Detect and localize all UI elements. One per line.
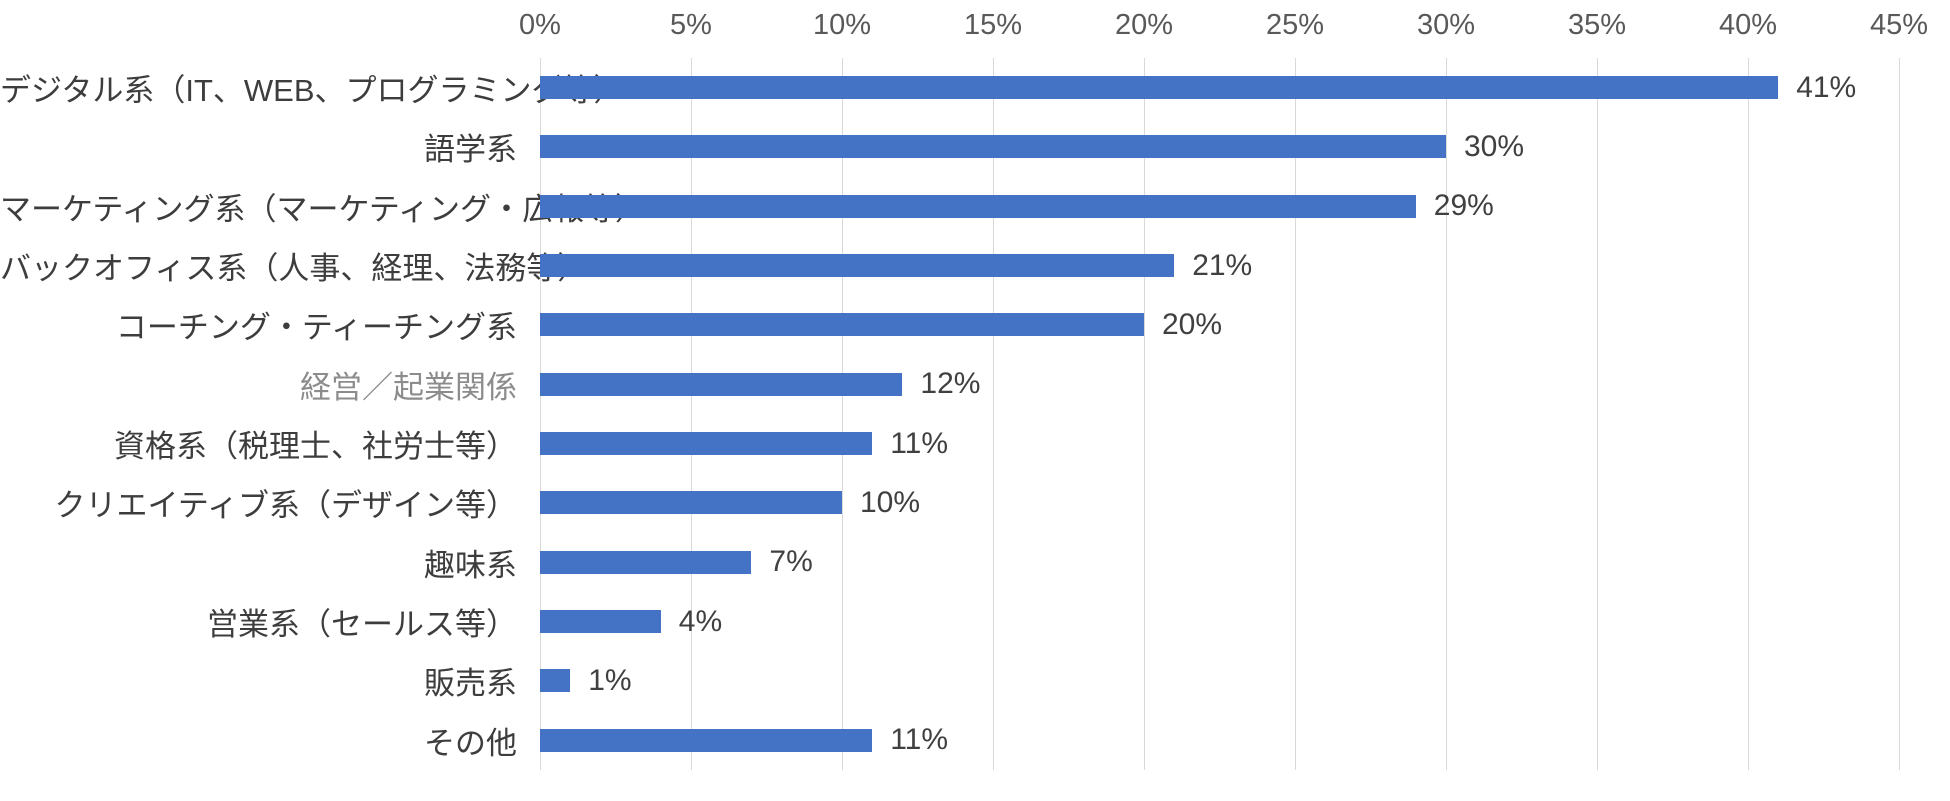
value-label: 12% <box>920 367 981 401</box>
category-label: 資格系（税理士、社労士等） <box>114 429 517 465</box>
x-axis: 0% 5% 10% 15% 20% 25% 30% 35% 40% 45% <box>519 0 1928 58</box>
bar <box>540 550 752 574</box>
bar-track: 30% <box>540 117 1899 176</box>
bar-track: 10% <box>540 473 1899 532</box>
gridline <box>1596 58 1598 770</box>
value-label: 1% <box>588 663 632 697</box>
bar-row: マーケティング系（マーケティング・広報等） 29% <box>0 177 1899 236</box>
bar-row: その他 11% <box>0 711 1899 770</box>
bar-row: 経営／起業関係 12% <box>0 355 1899 414</box>
bar-track: 29% <box>540 177 1899 236</box>
bar-row: デジタル系（IT、WEB、プログラミング等） 41% <box>0 58 1899 117</box>
axis-tick-label: 40% <box>1718 8 1778 41</box>
bar <box>540 135 1446 159</box>
bar <box>540 194 1416 218</box>
value-label: 7% <box>769 545 813 579</box>
value-label: 41% <box>1796 70 1857 104</box>
axis-tick-label: 15% <box>963 8 1023 41</box>
bar-track: 11% <box>540 414 1899 473</box>
axis-tick-label: 45% <box>1869 8 1929 41</box>
gridline <box>1898 58 1900 770</box>
category-label: デジタル系（IT、WEB、プログラミング等） <box>0 73 625 109</box>
axis-tick-label: 5% <box>670 8 712 41</box>
gridline <box>1747 58 1749 770</box>
axis-tick-label: 20% <box>1114 8 1174 41</box>
bar-track: 20% <box>540 295 1899 354</box>
axis-tick-label: 30% <box>1416 8 1476 41</box>
value-label: 10% <box>860 485 921 519</box>
bar-track: 21% <box>540 236 1899 295</box>
category-label: 語学系 <box>424 132 517 168</box>
gridline <box>841 58 843 770</box>
bar-row: 趣味系 7% <box>0 533 1899 592</box>
axis-tick-label: 35% <box>1567 8 1627 41</box>
bar <box>540 610 661 634</box>
category-label: 販売系 <box>424 666 517 702</box>
gridline <box>690 58 692 770</box>
category-label: 趣味系 <box>424 547 517 583</box>
bar-track: 7% <box>540 533 1899 592</box>
value-label: 11% <box>890 723 949 757</box>
category-label: 営業系（セールス等） <box>207 607 517 643</box>
bar <box>540 254 1175 278</box>
bar <box>540 491 842 515</box>
bar <box>540 372 903 396</box>
bar-row: クリエイティブ系（デザイン等） 10% <box>0 473 1899 532</box>
category-label: マーケティング系（マーケティング・広報等） <box>0 191 647 227</box>
bar <box>540 669 571 693</box>
bar <box>540 728 873 752</box>
gridline <box>1445 58 1447 770</box>
value-label: 29% <box>1433 189 1494 223</box>
bar-row: コーチング・ティーチング系 20% <box>0 295 1899 354</box>
bar-row: 販売系 1% <box>0 651 1899 710</box>
bar-track: 12% <box>540 355 1899 414</box>
chart-body: デジタル系（IT、WEB、プログラミング等） 41% 語学系 30% マーケティング系（… <box>0 58 1899 770</box>
bar-row: 営業系（セールス等） 4% <box>0 592 1899 651</box>
category-label: クリエイティブ系（デザイン等） <box>54 488 517 524</box>
value-label: 4% <box>678 604 723 638</box>
bar <box>540 313 1144 337</box>
grid-layer <box>539 58 1900 770</box>
value-label: 30% <box>1464 129 1525 163</box>
gridline <box>992 58 994 770</box>
category-label: バックオフィス系（人事、経理、法務等） <box>0 251 589 287</box>
axis-tick-label: 0% <box>519 8 561 41</box>
value-label: 11% <box>890 426 949 460</box>
gridline <box>539 58 541 770</box>
value-label: 21% <box>1192 248 1253 282</box>
axis-tick-label: 25% <box>1265 8 1325 41</box>
axis-tick-label: 10% <box>812 8 872 41</box>
category-label: コーチング・ティーチング系 <box>115 310 517 346</box>
bar-row: 資格系（税理士、社労士等） 11% <box>0 414 1899 473</box>
bar-row: 語学系 30% <box>0 117 1899 176</box>
bar <box>540 432 873 456</box>
bar-row: バックオフィス系（人事、経理、法務等） 21% <box>0 236 1899 295</box>
category-label: 経営／起業関係 <box>300 369 517 405</box>
gridline <box>1294 58 1296 770</box>
bar-track: 1% <box>540 651 1899 710</box>
category-label: その他 <box>424 725 517 761</box>
value-label: 20% <box>1162 307 1223 341</box>
bar-track: 4% <box>540 592 1899 651</box>
bar-track: 41% <box>540 58 1899 117</box>
bar <box>540 76 1779 100</box>
bar-track: 11% <box>540 711 1899 770</box>
gridline <box>1143 58 1145 770</box>
